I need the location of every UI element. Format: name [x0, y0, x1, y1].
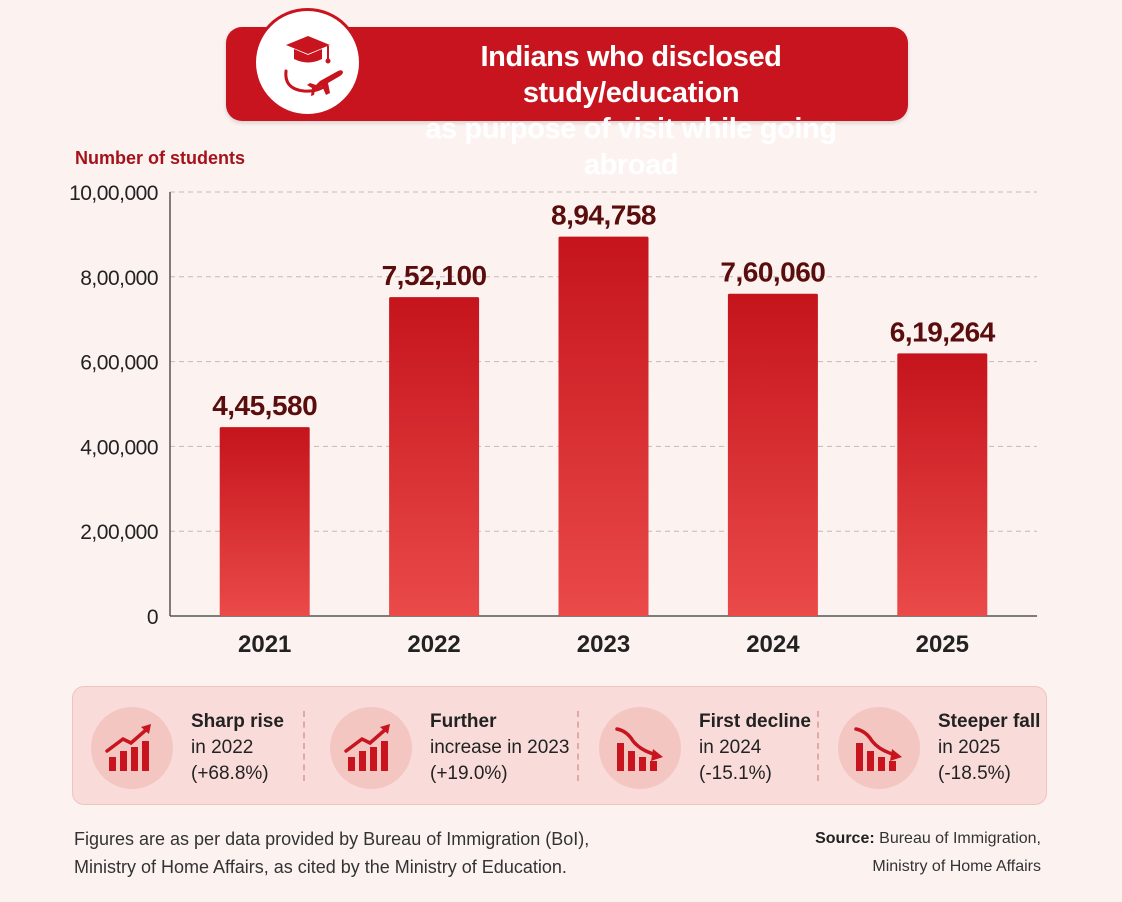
- highlight-title: Further: [430, 711, 497, 732]
- y-tick-labels: 0 2,00,000 4,00,000 6,00,000 8,00,000 10,00,0…: [69, 182, 158, 629]
- y-tick-label: 6,00,000: [80, 352, 158, 375]
- divider: [303, 711, 305, 781]
- highlight-badge: [330, 707, 412, 789]
- bar-2025: [897, 353, 988, 616]
- highlight-detail: in 2022: [191, 737, 254, 758]
- footnote-line-2: Ministry of Home Affairs, as cited by th…: [74, 857, 567, 877]
- footnote-line-1: Figures are as per data provided by Bure…: [74, 829, 590, 849]
- divider: [577, 711, 579, 781]
- bar-2023: [558, 236, 649, 616]
- x-tick-label-2022: 2022: [407, 631, 460, 658]
- value-label-2022: 7,52,100: [382, 260, 487, 291]
- y-tick-label: 10,00,000: [69, 182, 158, 205]
- x-tick-label-2024: 2024: [746, 631, 800, 658]
- value-labels: 4,45,580 7,52,100 8,94,758 7,60,060 6,19,264: [212, 200, 996, 421]
- trend-up-chart-icon: [344, 724, 390, 771]
- highlight-detail: in 2024: [699, 737, 762, 758]
- y-tick-label: 8,00,000: [80, 267, 158, 290]
- source-credit: Source: Bureau of Immigration, Ministry …: [740, 825, 1041, 881]
- x-tick-label-2025: 2025: [916, 631, 969, 658]
- divider: [817, 711, 819, 781]
- y-tick-label: 4,00,000: [80, 436, 158, 459]
- highlight-detail: in 2025: [938, 737, 1001, 758]
- trend-up-chart-icon: [105, 724, 151, 771]
- source-line-2: Ministry of Home Affairs: [872, 858, 1041, 875]
- highlight-detail: increase in 2023: [430, 737, 570, 758]
- bar-2022: [389, 297, 480, 616]
- footnote: Figures are as per data provided by Bure…: [74, 825, 694, 881]
- highlight-change: (-18.5%): [938, 763, 1011, 784]
- bar-chart: Number of students 0 2,00,000 4,00,000 6,00…: [69, 148, 1037, 658]
- value-label-2025: 6,19,264: [890, 316, 996, 347]
- highlight-badge: [838, 707, 920, 789]
- bars: [219, 236, 988, 616]
- highlight-title: First decline: [699, 711, 811, 732]
- x-tick-label-2021: 2021: [238, 631, 291, 658]
- x-tick-labels: 2021 2022 2023 2024 2025: [238, 631, 969, 658]
- highlight-change: (-15.1%): [699, 763, 772, 784]
- highlight-title: Sharp rise: [191, 711, 284, 732]
- title-line-1: Indians who disclosed study/education: [480, 41, 782, 109]
- y-axis-label: Number of students: [75, 148, 245, 168]
- highlight-badge: [599, 707, 681, 789]
- highlight-badge: [91, 707, 173, 789]
- bar-2024: [727, 293, 818, 616]
- trend-down-chart-icon: [854, 727, 902, 771]
- source-label: Source:: [815, 830, 875, 847]
- trend-down-chart-icon: [615, 727, 663, 771]
- title-icon-badge: [256, 11, 359, 114]
- bar-2021: [219, 427, 310, 616]
- value-label-2023: 8,94,758: [551, 200, 656, 231]
- value-label-2021: 4,45,580: [212, 390, 317, 421]
- highlight-change: (+68.8%): [191, 763, 269, 784]
- title-line-2: as purpose of visit while going abroad: [425, 113, 837, 181]
- source-line-1: Bureau of Immigration,: [879, 830, 1041, 847]
- highlights-panel: Sharp rise in 2022 (+68.8%) Further incr…: [72, 686, 1047, 805]
- graduation-cap-airplane-icon: [284, 36, 343, 96]
- title-banner: Indians who disclosed study/education as…: [226, 11, 908, 181]
- y-tick-label: 0: [147, 606, 158, 629]
- highlight-change: (+19.0%): [430, 763, 508, 784]
- value-label-2024: 7,60,060: [720, 257, 825, 288]
- y-tick-label: 2,00,000: [80, 521, 158, 544]
- x-tick-label-2023: 2023: [577, 631, 630, 658]
- page-title: Indians who disclosed study/education as…: [376, 39, 886, 183]
- highlight-title: Steeper fall: [938, 711, 1041, 732]
